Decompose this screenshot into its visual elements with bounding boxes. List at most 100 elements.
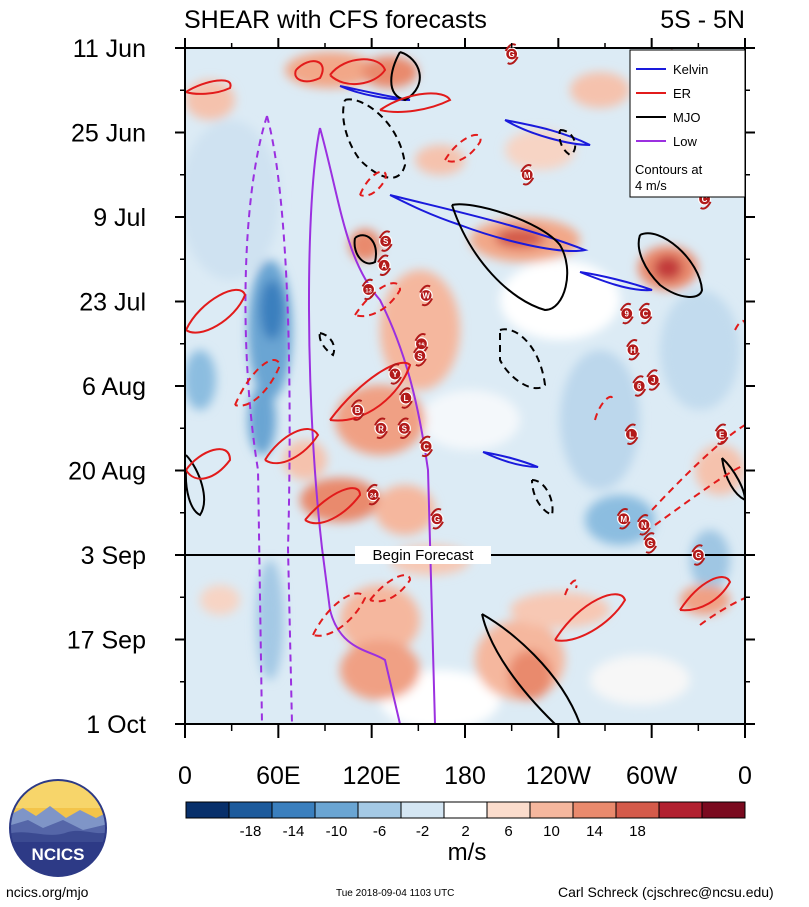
legend-label: Low (673, 134, 697, 149)
colorbar-tick-label: 10 (543, 823, 560, 840)
colorbar-tick-label: 18 (629, 823, 646, 840)
storm-marker: C (419, 435, 433, 458)
colorbar-swatch (529, 801, 574, 819)
storm-arm (377, 254, 391, 277)
storm-icon (691, 548, 705, 562)
logo-text: NCICS (32, 845, 85, 864)
storm-marker: R (374, 417, 388, 439)
storm-label: G (647, 539, 653, 548)
storm-label: R (378, 424, 384, 433)
footer-website: ncics.org/mjo (6, 884, 89, 900)
storm-label: E (719, 430, 725, 439)
storm-icon (520, 168, 534, 182)
x-tick-label: 120E (342, 762, 400, 790)
forecast-line-group: Begin Forecast (185, 546, 745, 564)
storm-arm (350, 399, 365, 421)
colorbar: -18 -14 -10 -6 -2 2 6 10 14 18 (185, 801, 746, 840)
storm-arm (637, 514, 651, 536)
storm-icon (430, 512, 444, 526)
legend-label: ER (673, 86, 691, 101)
storm-marker: G (504, 43, 519, 65)
storm-marker: M (520, 164, 535, 186)
storm-arm (646, 369, 661, 391)
footer-timestamp: Tue 2018-09-04 1103 UTC (336, 888, 455, 899)
legend: Kelvin ER MJO Low Contours at 4 m/s (629, 49, 746, 198)
storm-label: Y (392, 370, 398, 379)
storm-icon (624, 427, 639, 441)
storm-arm (419, 435, 433, 458)
storm-arm (419, 284, 433, 307)
storm-arm (691, 544, 706, 566)
storm-arm (520, 164, 535, 186)
y-tick-label: 20 Aug (68, 458, 146, 486)
storm-arm (378, 230, 393, 252)
colorbar-swatch (486, 801, 531, 819)
colorbar-swatch (314, 801, 359, 819)
x-tick-label: 60W (626, 762, 678, 790)
storm-icon (419, 439, 433, 453)
storm-label: G (509, 50, 515, 59)
storm-marker: L (399, 387, 413, 409)
x-tick-label: 180 (444, 762, 486, 790)
forecast-label: Begin Forecast (373, 547, 475, 564)
storm-arm (638, 302, 653, 325)
storm-icon (617, 512, 631, 526)
y-tick-label: 9 Jul (93, 204, 146, 232)
storm-label: C (423, 442, 429, 451)
contours (185, 51, 745, 724)
storm-arm (643, 532, 657, 554)
storm-label: M (524, 171, 531, 180)
storm-arm (388, 363, 402, 385)
storm-label: W (422, 291, 430, 300)
colorbar-swatch (400, 801, 445, 819)
storm-label: 6 (637, 382, 642, 391)
storm-icon (620, 306, 634, 321)
colorbar-tick-label: -10 (326, 823, 348, 840)
legend-note-line1: Contours at (635, 162, 703, 177)
y-tick-label: 1 Oct (86, 711, 146, 739)
storm-icon (715, 427, 729, 441)
colorbar-swatch (271, 801, 316, 819)
legend-box (629, 49, 746, 198)
er-dashed-contours (234, 133, 745, 637)
y-tick-label: 23 Jul (79, 289, 146, 317)
storm-label: J (651, 376, 655, 385)
y-tick-label: 3 Sep (81, 542, 146, 570)
colorbar-tick-label: 2 (461, 823, 469, 840)
storm-marker: G (430, 508, 444, 530)
storm-arm (430, 508, 444, 530)
storm-marker: 13 (361, 278, 376, 301)
storm-icon (413, 349, 427, 363)
storm-label: B (355, 406, 361, 415)
y-tick-label: 6 Aug (82, 373, 146, 401)
storm-icon (638, 306, 653, 321)
storm-marker: 6 (632, 375, 647, 397)
x-axis: 0 60E 120E 180 120W 60W 0 (178, 38, 752, 790)
latitude-band-label: 5S - 5N (660, 6, 745, 34)
storm-icon (626, 343, 640, 357)
colorbar-swatch (228, 801, 273, 819)
storm-label: A (381, 261, 387, 270)
colorbar-tick-label: -2 (416, 823, 429, 840)
colorbar-tick-label: -18 (240, 823, 262, 840)
colorbar-swatch (658, 801, 703, 819)
storm-label: 24 (370, 494, 377, 500)
forecast-label-bg (355, 546, 491, 564)
x-tick-label: 0 (738, 762, 752, 790)
storm-icon (419, 288, 433, 303)
storm-label: 13 (365, 288, 372, 294)
storm-marker: C (638, 302, 653, 325)
colorbar-swatch (572, 801, 617, 819)
storm-arm (399, 387, 413, 409)
legend-label: Kelvin (673, 62, 708, 77)
colorbar-swatch (443, 801, 488, 819)
colorbar-swatch (357, 801, 402, 819)
storm-label: C (643, 310, 649, 319)
storm-marker: E (714, 423, 729, 446)
y-tick-label: 11 Jun (73, 35, 146, 63)
storm-marker: H (626, 339, 640, 361)
storm-icon (637, 518, 651, 532)
storm-marker: B (350, 399, 365, 421)
footer-author: Carl Schreck (cjschrec@ncsu.edu) (558, 884, 774, 900)
chart-title: SHEAR with CFS forecasts (184, 6, 487, 34)
